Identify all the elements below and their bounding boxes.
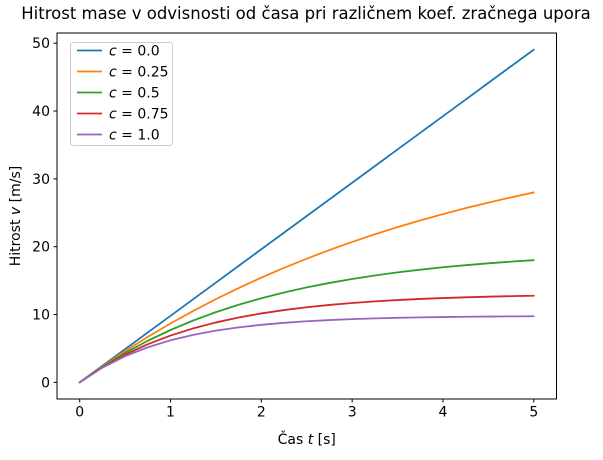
legend-box: [70, 42, 173, 146]
x-axis-label: Čas t [s]: [278, 430, 336, 448]
series-line-c-0.75: [78, 294, 535, 384]
x-tick-label: 0: [75, 405, 84, 421]
legend-label: c = 0.75: [109, 107, 169, 123]
x-tick-label: 2: [257, 405, 266, 421]
series-line-c-0.0: [78, 48, 535, 384]
series-line-c-1.0: [78, 315, 535, 384]
x-tick-label: 1: [166, 405, 175, 421]
y-axis-label: Hitrost v [m/s]: [8, 166, 24, 266]
legend-label: c = 0.25: [109, 65, 169, 81]
legend: c = 0.0 c = 0.25 c = 0.5 c = 0.75 c = 1.0: [70, 42, 173, 146]
y-tick-label: 50: [32, 36, 50, 52]
series-line-c-0.5: [78, 259, 535, 384]
x-tick-label: 4: [439, 405, 448, 421]
y-tick-label: 40: [32, 104, 50, 120]
legend-label: c = 0.0: [109, 44, 160, 60]
series-line-c-0.25: [78, 191, 535, 384]
plot-border: [56, 32, 557, 400]
legend-label: c = 1.0: [109, 128, 160, 144]
x-tick-label: 5: [529, 405, 538, 421]
chart-title: Hitrost mase v odvisnosti od časa pri ra…: [21, 4, 591, 23]
y-tick-label: 20: [32, 240, 50, 256]
y-tick-label: 10: [32, 308, 50, 324]
legend-label: c = 0.5: [109, 86, 160, 102]
y-tick-label: 0: [41, 375, 50, 391]
y-tick-label: 30: [32, 172, 50, 188]
x-tick-label: 3: [348, 405, 357, 421]
